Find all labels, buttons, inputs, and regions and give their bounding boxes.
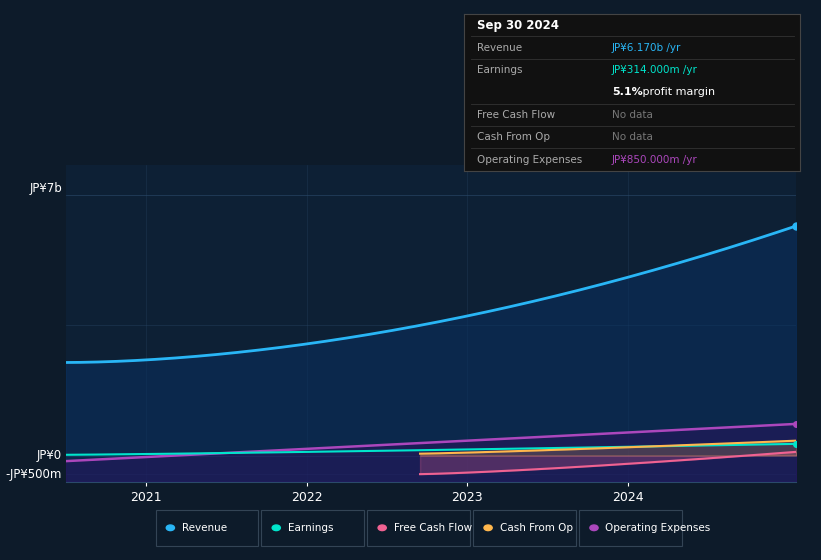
Text: JP¥0: JP¥0 <box>37 449 62 462</box>
Text: Sep 30 2024: Sep 30 2024 <box>477 18 559 32</box>
Text: Cash From Op: Cash From Op <box>477 132 550 142</box>
Text: No data: No data <box>612 110 653 120</box>
Text: Revenue: Revenue <box>477 43 522 53</box>
Text: Free Cash Flow: Free Cash Flow <box>394 523 472 533</box>
Text: Revenue: Revenue <box>182 523 227 533</box>
Text: JP¥6.170b /yr: JP¥6.170b /yr <box>612 43 681 53</box>
Text: -JP¥500m: -JP¥500m <box>6 468 62 480</box>
Text: profit margin: profit margin <box>639 87 715 97</box>
Text: Free Cash Flow: Free Cash Flow <box>477 110 556 120</box>
Text: No data: No data <box>612 132 653 142</box>
Text: Earnings: Earnings <box>477 65 523 75</box>
Text: Operating Expenses: Operating Expenses <box>606 523 711 533</box>
Text: JP¥314.000m /yr: JP¥314.000m /yr <box>612 65 698 75</box>
Text: Cash From Op: Cash From Op <box>499 523 572 533</box>
Text: Operating Expenses: Operating Expenses <box>477 155 583 165</box>
Text: 5.1%: 5.1% <box>612 87 643 97</box>
Text: JP¥850.000m /yr: JP¥850.000m /yr <box>612 155 698 165</box>
Text: Earnings: Earnings <box>288 523 333 533</box>
Text: JP¥7b: JP¥7b <box>30 182 62 195</box>
